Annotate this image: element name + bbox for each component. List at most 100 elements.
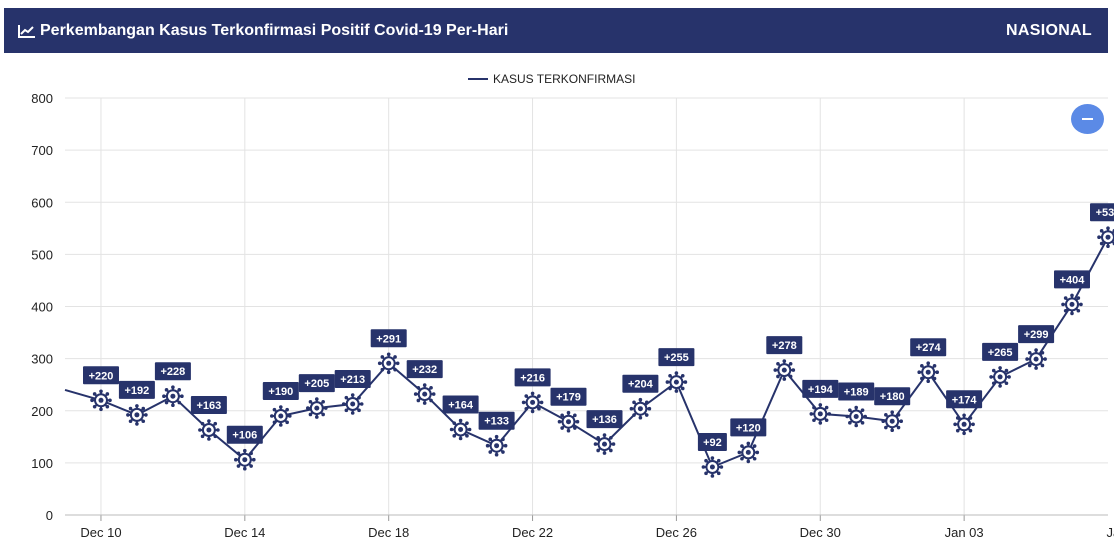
virus-marker-icon — [1061, 293, 1083, 316]
virus-spike-tip — [848, 408, 852, 412]
data-label: +291 — [370, 329, 407, 348]
virus-spike-tip — [788, 361, 793, 366]
data-label-box — [622, 374, 659, 393]
data-label-box — [83, 366, 119, 385]
data-label: +179 — [550, 387, 587, 406]
virus-spike-tip — [272, 407, 277, 412]
virus-spike-tip — [539, 400, 544, 405]
virus-spike-tip — [135, 422, 139, 426]
virus-marker-icon — [90, 389, 112, 412]
virus-spike-tip — [321, 399, 325, 404]
virus-spike-tip — [776, 374, 780, 379]
data-label-text: +136 — [592, 414, 617, 426]
virus-spike-tip — [560, 426, 564, 430]
virus-spike-tip — [674, 389, 679, 393]
data-label-text: +291 — [376, 333, 401, 345]
virus-spike-tip — [126, 413, 130, 417]
data-label: +192 — [118, 380, 155, 399]
virus-spike-tip — [962, 413, 966, 418]
virus-spike-tip — [881, 419, 885, 423]
virus-spike-tip — [926, 361, 930, 365]
virus-spike-tip — [991, 368, 996, 373]
y-tick-label: 200 — [31, 404, 53, 419]
virus-center — [98, 397, 104, 403]
virus-spike-tip — [308, 399, 313, 404]
virus-spike-tip — [782, 377, 787, 381]
data-label: +92 — [697, 433, 727, 451]
data-label-text: +255 — [664, 352, 689, 364]
virus-marker-icon — [162, 385, 184, 407]
data-label-box — [910, 338, 947, 357]
virus-marker-icon — [953, 413, 975, 436]
virus-marker-icon — [737, 441, 760, 464]
virus-marker-icon — [773, 359, 796, 381]
virus-spike-tip — [932, 376, 937, 381]
virus-spike-tip — [422, 401, 427, 405]
virus-spike-tip — [270, 414, 274, 418]
virus-spike-tip — [452, 434, 457, 438]
virus-spike-tip — [234, 457, 238, 462]
data-label-text: +133 — [484, 416, 509, 428]
virus-spike-tip — [200, 434, 205, 439]
virus-spike-tip — [92, 392, 97, 396]
virus-spike-tip — [90, 398, 94, 403]
virus-spike-tip — [848, 421, 852, 425]
virus-center — [853, 414, 859, 419]
virus-spike-tip — [422, 383, 427, 387]
virus-spike-tip — [573, 413, 577, 418]
data-label-box — [478, 411, 515, 430]
virus-spike-tip — [503, 443, 508, 448]
virus-spike-tip — [530, 391, 535, 396]
data-label-box — [298, 374, 335, 393]
data-label: +228 — [154, 362, 191, 381]
legend-label: KASUS TERKONFIRMASI — [493, 72, 635, 86]
virus-spike-tip — [524, 394, 529, 398]
virus-spike-tip — [971, 422, 975, 427]
zoom-out-button[interactable] — [1071, 104, 1104, 134]
data-label-text: +274 — [916, 342, 942, 354]
virus-spike-tip — [884, 425, 888, 430]
virus-center — [925, 369, 931, 375]
data-label: +299 — [1018, 325, 1055, 344]
virus-spike-tip — [416, 385, 421, 390]
virus-spike-tip — [863, 414, 867, 419]
data-label: +194 — [802, 379, 839, 398]
virus-spike-tip — [488, 450, 493, 454]
virus-spike-tip — [501, 437, 505, 442]
virus-center — [997, 374, 1003, 380]
virus-spike-tip — [135, 404, 139, 408]
virus-spike-tip — [1099, 241, 1104, 246]
virus-spike-tip — [818, 403, 823, 407]
virus-spike-tip — [105, 404, 110, 409]
virus-spike-tip — [716, 471, 721, 476]
virus-spike-tip — [308, 412, 313, 417]
virus-marker-icon — [701, 456, 724, 478]
data-label-box — [697, 433, 727, 451]
virus-spike-tip — [955, 428, 960, 433]
virus-spike-tip — [494, 434, 499, 439]
virus-spike-tip — [1076, 296, 1081, 300]
data-label-text: +220 — [89, 370, 114, 382]
virus-spike-tip — [177, 388, 182, 392]
virus-spike-tip — [968, 416, 973, 420]
y-tick-label: 500 — [31, 247, 53, 262]
data-label: +136 — [586, 410, 623, 429]
data-label-box — [406, 360, 443, 379]
virus-spike-tip — [344, 408, 349, 413]
data-label-box — [370, 329, 407, 348]
data-label-text: +216 — [520, 372, 545, 384]
data-label: +533 — [1090, 203, 1114, 222]
virus-spike-tip — [1070, 311, 1074, 316]
virus-spike-tip — [1076, 308, 1081, 313]
virus-spike-tip — [968, 428, 973, 433]
virus-center — [745, 449, 751, 455]
virus-spike-tip — [180, 394, 184, 398]
data-label-box — [1090, 203, 1114, 222]
virus-center — [278, 413, 284, 419]
virus-spike-tip — [560, 413, 564, 418]
virus-spike-tip — [452, 421, 457, 425]
legend[interactable]: KASUS TERKONFIRMASI — [468, 72, 635, 86]
virus-marker-icon — [521, 391, 544, 414]
virus-spike-tip — [989, 375, 993, 379]
data-label-box — [658, 348, 695, 367]
